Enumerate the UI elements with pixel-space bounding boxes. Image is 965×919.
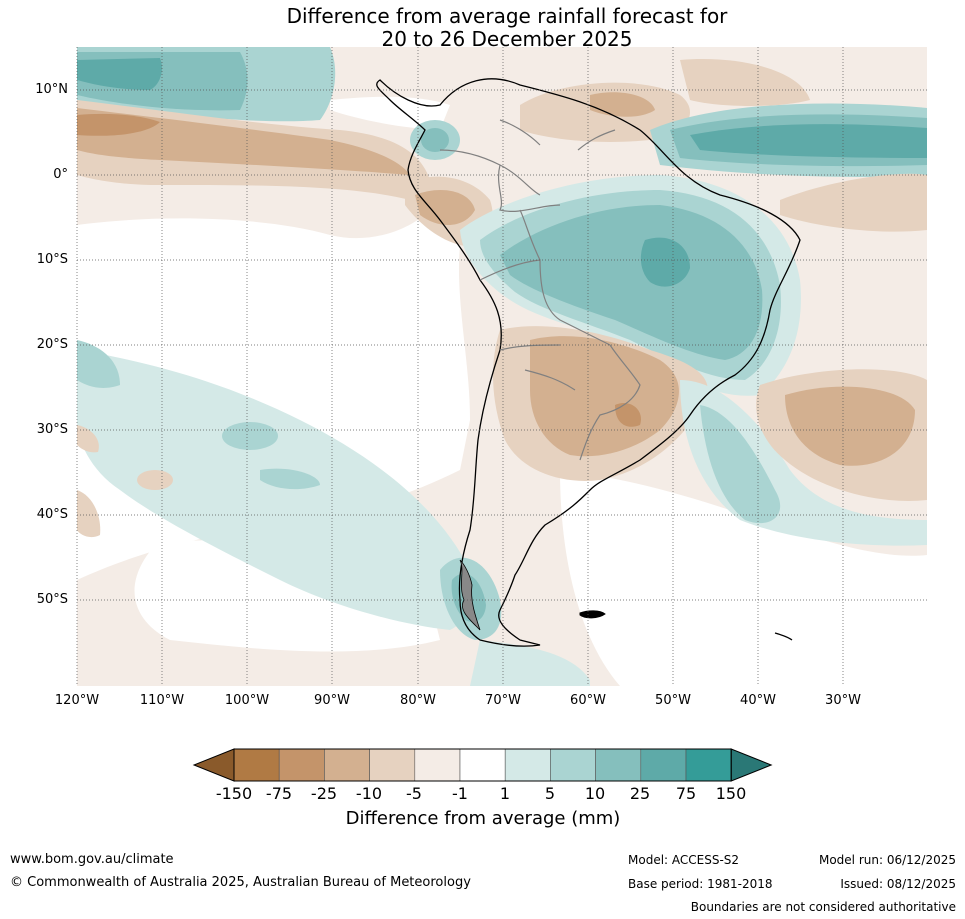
colorbar-frame bbox=[233, 748, 732, 782]
wet-anomaly-region bbox=[77, 350, 474, 630]
colorbar-swatch bbox=[595, 748, 642, 782]
wet-anomaly-region bbox=[77, 340, 120, 388]
dry-anomaly-region bbox=[77, 113, 160, 136]
dry-anomaly-region bbox=[77, 490, 101, 538]
lon-label-30w: 30°W bbox=[825, 693, 861, 708]
dry-anomaly-region bbox=[77, 108, 410, 175]
footer-model: Model: ACCESS-S2 bbox=[628, 853, 740, 867]
lat-label-0: 0° bbox=[53, 167, 68, 182]
lat-label-10s: 10°S bbox=[36, 252, 68, 267]
colorbar-swatch bbox=[504, 748, 551, 782]
wet-anomaly-region bbox=[77, 58, 162, 90]
wet-anomaly-region bbox=[640, 237, 690, 287]
lon-label-120w: 120°W bbox=[54, 693, 100, 708]
colorbar-tick: -10 bbox=[355, 784, 383, 803]
lon-label-40w: 40°W bbox=[740, 693, 776, 708]
colorbar-tick: 1 bbox=[499, 784, 511, 803]
colorbar-swatch bbox=[324, 748, 370, 782]
footer-disclaimer: Boundaries are not considered authoritat… bbox=[690, 900, 956, 914]
lon-label-70w: 70°W bbox=[485, 693, 521, 708]
colorbar-swatch bbox=[414, 748, 461, 782]
colorbar bbox=[192, 748, 773, 782]
wet-anomaly-region bbox=[260, 468, 320, 490]
dry-anomaly-region bbox=[590, 92, 655, 117]
chart-title-line1: Difference from average rainfall forecas… bbox=[286, 4, 728, 28]
dry-anomaly-region bbox=[680, 59, 810, 106]
wet-anomaly-region bbox=[500, 205, 763, 360]
lon-label-110w: 110°W bbox=[139, 693, 185, 708]
footer-copyright: © Commonwealth of Australia 2025, Austra… bbox=[10, 875, 471, 890]
colorbar-tick: 75 bbox=[675, 784, 697, 803]
colorbar-tick: 5 bbox=[544, 784, 556, 803]
lat-label-50s: 50°S bbox=[36, 592, 68, 607]
south-america-coastline bbox=[376, 78, 801, 647]
dry-anomaly-region bbox=[77, 425, 99, 453]
lon-label-80w: 80°W bbox=[400, 693, 436, 708]
lon-label-60w: 60°W bbox=[570, 693, 606, 708]
country-borders bbox=[439, 119, 641, 461]
colorbar-tick: 25 bbox=[629, 784, 651, 803]
graticule bbox=[76, 47, 927, 686]
colorbar-tick: 150 bbox=[715, 784, 747, 803]
wet-anomaly-region bbox=[222, 422, 278, 450]
dry-anomaly-region bbox=[780, 173, 927, 232]
dry-anomaly-region bbox=[530, 336, 679, 457]
footer-issued: Issued: 08/12/2025 bbox=[840, 877, 956, 891]
wet-anomaly-region bbox=[421, 128, 449, 152]
colorbar-swatch bbox=[685, 748, 732, 782]
colorbar-tick: -150 bbox=[215, 784, 253, 803]
map-plot-area bbox=[77, 47, 927, 686]
colorbar-tick: -25 bbox=[310, 784, 338, 803]
colorbar-extend-low bbox=[192, 748, 235, 782]
lon-label-90w: 90°W bbox=[314, 693, 350, 708]
colorbar-swatch bbox=[550, 748, 596, 782]
neutral-region bbox=[560, 470, 927, 686]
colorbar-extend-high bbox=[730, 748, 773, 782]
colorbar-swatch bbox=[278, 748, 325, 782]
colorbar-swatch bbox=[369, 748, 416, 782]
wet-anomaly-region bbox=[470, 640, 590, 686]
colorbar-swatch bbox=[459, 748, 506, 782]
colorbar-tick: -75 bbox=[265, 784, 293, 803]
colorbar-swatch bbox=[233, 748, 280, 782]
lon-label-100w: 100°W bbox=[224, 693, 270, 708]
wet-anomaly-region bbox=[700, 405, 781, 524]
dry-anomaly-region bbox=[615, 402, 641, 427]
footer-model-run: Model run: 06/12/2025 bbox=[818, 853, 956, 867]
chart-title-line2: 20 to 26 December 2025 bbox=[381, 27, 633, 51]
colorbar-tick: -1 bbox=[452, 784, 468, 803]
south-georgia bbox=[774, 632, 793, 641]
colorbar-tick: 10 bbox=[584, 784, 606, 803]
dry-anomaly-region bbox=[785, 386, 915, 466]
lat-label-10n: 10°N bbox=[35, 82, 68, 97]
lat-label-20s: 20°S bbox=[36, 337, 68, 352]
footer-base-period: Base period: 1981-2018 bbox=[628, 877, 773, 891]
footer-url[interactable]: www.bom.gov.au/climate bbox=[10, 852, 174, 867]
lat-label-40s: 40°S bbox=[36, 507, 68, 522]
lon-label-50w: 50°W bbox=[655, 693, 691, 708]
colorbar-label: Difference from average (mm) bbox=[345, 808, 621, 829]
lat-label-30s: 30°S bbox=[36, 422, 68, 437]
colorbar-tick: -5 bbox=[406, 784, 422, 803]
dry-anomaly-region bbox=[137, 470, 173, 490]
dry-anomaly-region bbox=[415, 190, 475, 226]
chile-fjords bbox=[459, 559, 481, 631]
colorbar-swatch bbox=[640, 748, 687, 782]
wet-anomaly-region bbox=[690, 124, 927, 158]
